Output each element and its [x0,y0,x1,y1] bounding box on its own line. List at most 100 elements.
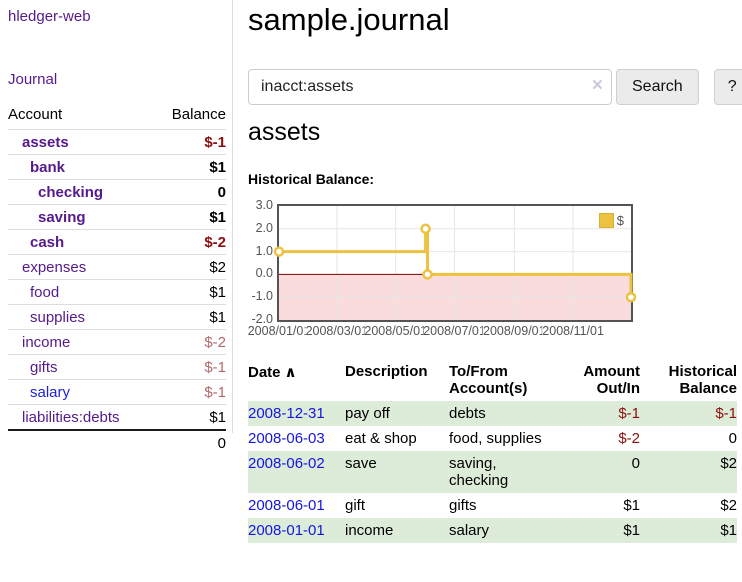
transaction-accounts: saving, checking [449,451,559,493]
sidebar-account-row: gifts $-1 [8,354,226,380]
register-column-header: Historical Balance [668,363,737,397]
register-column-header: Amount Out/In [583,363,640,397]
account-link[interactable]: gifts [30,359,58,376]
page-title: sample.journal [248,2,450,37]
transaction-date-link[interactable]: 2008-06-03 [248,430,325,447]
clear-search-icon[interactable]: × [591,75,603,96]
transaction-date-link[interactable]: 2008-12-31 [248,405,325,422]
account-balance: $1 [154,304,226,330]
x-axis-tick-label: 2008/09/01 [483,324,546,338]
sort-ascending-icon[interactable]: ∧ [284,364,297,381]
accounts-tree: Account Balance assets $-1 bank $1 checking 0… [8,103,226,455]
account-link[interactable]: salary [30,384,71,401]
account-heading: assets [248,118,321,146]
balance-series [273,206,637,320]
account-link[interactable]: supplies [30,309,86,326]
account-balance: $-1 [154,379,226,405]
search-bar: × Search ? [248,69,742,105]
account-balance: $1 [154,404,226,430]
transaction-description: eat & shop [345,430,417,447]
account-balance: 0 [154,179,226,205]
account-balance: $-1 [154,129,226,155]
help-button[interactable]: ? [713,69,742,105]
running-balance: $-1 [640,401,737,426]
register-row: 2008-01-01 income salary $1 $1 [248,518,737,543]
account-link[interactable]: cash [30,234,65,251]
account-balance: $1 [154,204,226,230]
account-link[interactable]: bank [30,159,66,176]
data-point-marker [273,246,285,257]
y-axis-tick-label: 0.0 [255,266,273,281]
search-button[interactable]: Search [616,69,699,105]
account-link[interactable]: saving [38,209,86,226]
y-axis-tick-label: -2.0 [251,312,273,326]
chart-legend: $ [598,213,624,228]
legend-swatch-icon [598,213,614,228]
chart-plot-area: $ [273,204,637,322]
sidebar-account-row: salary $-1 [8,379,226,405]
register-column-header: Description [345,363,428,380]
y-axis-tick-label: 3.0 [255,198,273,212]
account-link[interactable]: liabilities:debts [22,409,120,426]
register-header-row: Date ∧ Description To/From Account(s) Amount… [248,360,737,401]
register-column-header[interactable]: Date ∧ [248,364,297,381]
sidebar-account-row: checking 0 [8,179,226,205]
sidebar-account-row: assets $-1 [8,129,226,155]
chart-title: Historical Balance: [248,171,375,187]
register-row: 2008-06-01 gift gifts $1 $2 [248,493,737,518]
register-row: 2008-12-31 pay off debts $-1 $-1 [248,401,737,426]
transaction-description: gift [345,497,366,514]
balance-chart: $ 3.0 2.0 1.0 0.0 -1.0 -2.0 2008/01/01 2008/03/… [247,198,742,356]
y-axis-tick-label: -1.0 [251,289,273,304]
data-point-marker [420,223,431,235]
sidebar-account-row: saving $1 [8,204,226,230]
y-axis-tick-label: 2.0 [255,220,273,235]
data-point-marker [422,269,433,280]
sidebar-total-row: 0 [8,429,226,455]
app-brand-link[interactable]: hledger-web [8,8,91,25]
account-link[interactable]: income [22,334,71,351]
account-link[interactable]: food [30,284,60,301]
transaction-description: income [345,518,449,543]
legend-label: $ [616,213,624,228]
search-input[interactable] [248,69,612,105]
transaction-description: save [345,451,449,493]
account-link[interactable]: checking [38,184,104,201]
running-balance: $1 [640,518,737,543]
account-balance: $-2 [154,329,226,355]
register-row: 2008-06-02 save saving, checking 0 $2 [248,451,737,493]
running-balance: 0 [728,430,737,447]
accounts-header-account: Account [8,106,63,123]
sidebar-account-row: expenses $2 [8,254,226,280]
transaction-accounts: gifts [449,497,477,514]
sidebar-account-row: bank $1 [8,154,226,180]
transaction-accounts: food, supplies [449,430,542,447]
transaction-amount: 0 [559,451,640,493]
sidebar-account-row: supplies $1 [8,304,226,330]
sidebar-account-row: liabilities:debts $1 [8,404,226,430]
sidebar-account-row: income $-2 [8,329,226,355]
running-balance: $2 [720,497,737,514]
register-row: 2008-06-03 eat & shop food, supplies $-2 0 [248,426,737,451]
register-column-header: To/From Account(s) [449,363,528,397]
account-balance: $-2 [154,229,226,255]
x-axis-tick-label: 2008/11/01 [542,324,604,338]
account-balance: $2 [154,254,226,280]
account-link[interactable]: assets [22,134,69,151]
transaction-amount: $1 [623,497,640,514]
account-balance: $1 [154,279,226,305]
account-link[interactable]: expenses [22,259,87,276]
transaction-date-link[interactable]: 2008-01-01 [248,522,325,539]
transaction-description: pay off [345,401,449,426]
transaction-amount: $-2 [618,430,640,447]
transaction-amount: $1 [559,518,640,543]
sidebar-item-journal[interactable]: Journal [8,71,58,88]
transaction-amount: $-1 [559,401,640,426]
accounts-header-row: Account Balance [8,103,226,130]
sidebar-account-row: food $1 [8,279,226,305]
transaction-date-link[interactable]: 2008-06-01 [248,497,325,514]
sidebar: hledger-web Journal Account Balance asse… [0,0,233,455]
transaction-date-link[interactable]: 2008-06-02 [248,455,325,472]
transaction-accounts: debts [449,401,559,426]
data-point-marker [625,291,637,303]
